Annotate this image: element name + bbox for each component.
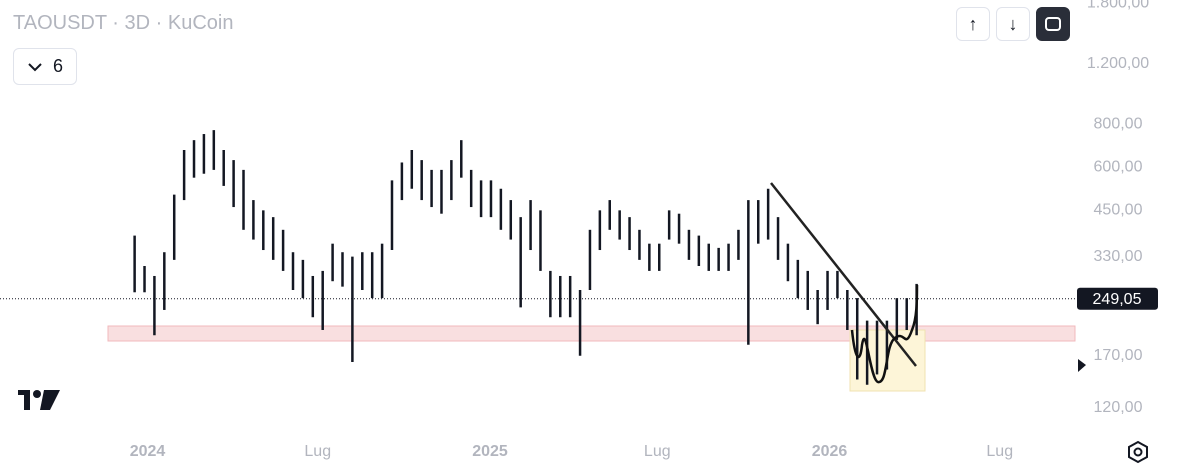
indicators-toggle[interactable]: 6	[13, 48, 77, 85]
down-button[interactable]: ↓	[996, 7, 1030, 41]
x-tick-label: 2025	[472, 443, 508, 460]
settings-icon[interactable]	[1128, 440, 1148, 464]
indicator-count: 6	[52, 56, 63, 76]
symbol-header: TAOUSDT · 3D · KuCoin	[13, 12, 234, 34]
x-tick-label: Lug	[986, 443, 1013, 460]
y-tick-label: 330,00	[1094, 248, 1143, 265]
fullscreen-button[interactable]	[1036, 7, 1070, 41]
y-tick-label: 170,00	[1094, 347, 1143, 364]
y-tick-label: 800,00	[1094, 116, 1143, 133]
x-tick-label: 2024	[130, 443, 166, 460]
logo	[18, 390, 60, 410]
y-tick-label: 600,00	[1094, 159, 1143, 176]
x-tick-label: Lug	[644, 443, 671, 460]
chevron	[28, 62, 42, 71]
y-tick-label: 450,00	[1094, 202, 1143, 219]
last-price-label: 249,05	[1093, 291, 1142, 308]
y-tick-label: 1.200,00	[1087, 55, 1149, 72]
trend-line	[770, 182, 917, 367]
y-tick-label: 1.800,00	[1087, 0, 1149, 12]
scroll-arrow[interactable]	[1078, 359, 1086, 372]
up-button[interactable]: ↑	[956, 7, 990, 41]
hand-drawing	[850, 284, 919, 384]
interval: 3D	[124, 12, 151, 34]
last-price-box	[1077, 287, 1158, 310]
exchange: KuCoin	[167, 12, 234, 34]
marks	[133, 130, 918, 385]
symbol: TAOUSDT	[13, 12, 107, 34]
support-zone	[107, 325, 1076, 342]
x-tick-label: 2026	[812, 443, 848, 460]
fullscreen-icon	[1045, 17, 1061, 31]
y-tick-label: 120,00	[1094, 399, 1143, 416]
x-tick-label: Lug	[304, 443, 331, 460]
